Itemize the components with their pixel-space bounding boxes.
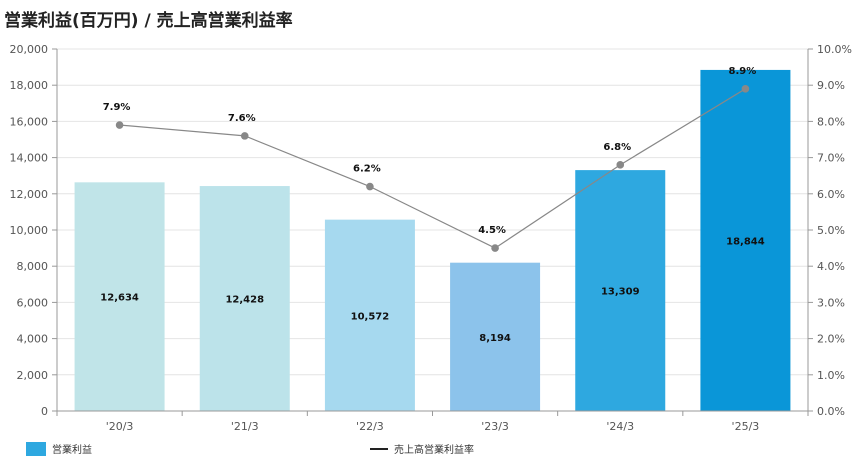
legend-item-profit-margin: 売上高営業利益率 <box>370 441 474 456</box>
legend-item-operating-profit: 営業利益 <box>26 441 92 456</box>
bar-value-label: 12,428 <box>225 295 264 306</box>
margin-point <box>366 182 374 191</box>
margin-point <box>616 161 625 169</box>
bar-value-label: 8,194 <box>479 333 511 344</box>
y-right-tick-label: 0.0% <box>817 405 845 418</box>
legend: 営業利益 売上高営業利益率 <box>0 441 861 461</box>
y-right-tick-label: 2.0% <box>817 333 845 346</box>
margin-point <box>115 121 124 129</box>
x-tick-label: '23/3 <box>481 420 509 433</box>
y-left-tick-label: 20,000 <box>10 43 49 56</box>
y-right-tick-label: 6.0% <box>817 188 845 201</box>
bar-value-label: 13,309 <box>601 287 640 298</box>
y-right-tick-label: 10.0% <box>817 43 852 56</box>
margin-value-label: 7.9% <box>103 102 131 113</box>
y-left-tick-label: 16,000 <box>10 115 49 128</box>
legend-bar-label: 営業利益 <box>52 445 92 456</box>
y-right-tick-label: 5.0% <box>817 224 845 237</box>
bar <box>575 170 666 411</box>
legend-bar-swatch <box>26 441 46 456</box>
y-right-tick-label: 3.0% <box>817 296 845 309</box>
margin-value-label: 7.6% <box>228 113 256 124</box>
bar <box>450 262 541 411</box>
margin-point <box>491 244 499 252</box>
x-tick-label: '24/3 <box>606 420 634 433</box>
y-left-tick-label: 6,000 <box>17 296 49 309</box>
x-tick-label: '25/3 <box>732 420 760 433</box>
legend-line-label: 売上高営業利益率 <box>394 445 474 456</box>
y-right-tick-label: 1.0% <box>817 369 845 382</box>
combo-chart: 0 0.0% 2,000 1.0% 4,000 2.0% 6,000 3.0% 8,000 4.0… <box>10 43 852 433</box>
margin-value-label: 8.9% <box>729 66 757 77</box>
y-left-tick-label: 10,000 <box>10 224 49 237</box>
chart-title: 営業利益(百万円) / 売上高営業利益率 <box>4 11 293 31</box>
y-right-tick-label: 8.0% <box>817 115 845 128</box>
bar <box>199 186 290 411</box>
legend-line-swatch <box>370 447 388 450</box>
x-tick-label: '22/3 <box>356 420 384 433</box>
bar <box>324 219 415 411</box>
y-left-tick-label: 0 <box>41 405 48 418</box>
y-right-tick-label: 9.0% <box>817 79 845 92</box>
margin-value-label: 6.8% <box>603 142 631 153</box>
x-tick-label: '21/3 <box>231 420 259 433</box>
y-left-tick-label: 18,000 <box>10 79 49 92</box>
y-left-tick-label: 12,000 <box>10 188 49 201</box>
y-left-tick-label: 8,000 <box>17 260 49 273</box>
x-tick-label: '20/3 <box>106 420 134 433</box>
bar <box>700 69 791 412</box>
bar <box>74 182 165 411</box>
y-right-tick-label: 4.0% <box>817 260 845 273</box>
bar-value-label: 12,634 <box>100 293 139 304</box>
y-left-tick-label: 2,000 <box>17 369 49 382</box>
y-right-tick-label: 7.0% <box>817 152 845 165</box>
margin-point <box>741 85 750 93</box>
margin-point <box>240 132 249 140</box>
margin-line <box>119 88 746 249</box>
margin-value-label: 6.2% <box>353 164 381 175</box>
margin-value-label: 4.5% <box>478 225 506 236</box>
bar-value-label: 18,844 <box>726 236 765 247</box>
bar-value-label: 10,572 <box>351 311 390 322</box>
y-left-tick-label: 14,000 <box>10 152 49 165</box>
y-left-tick-label: 4,000 <box>17 333 49 346</box>
